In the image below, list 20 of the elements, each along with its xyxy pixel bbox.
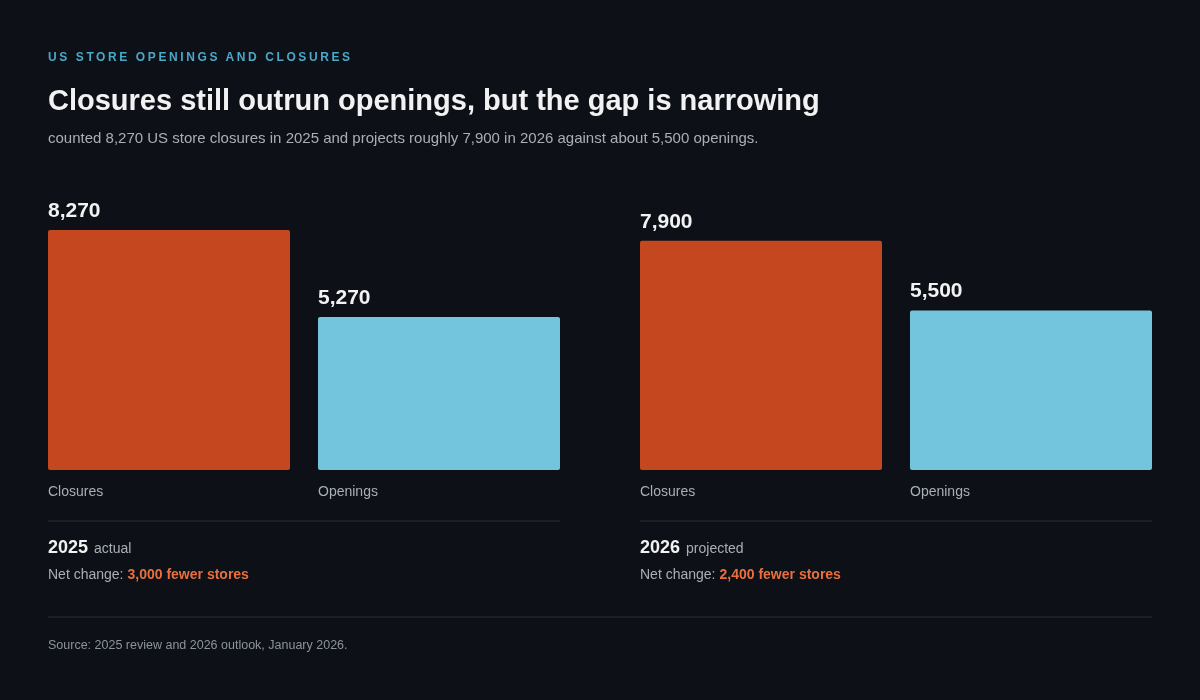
x-tick-label: Openings [910,483,970,499]
x-tick-label: Closures [48,483,104,499]
text: Net change: [640,566,716,582]
data-label: 5,270 [318,285,371,309]
source-note: Source: 2025 review and 2026 outlook, January 2026. [48,638,348,652]
data-label: 5,500 [910,278,963,302]
text: counted 8,270 US store closures in 2025 and projects roughly 7,900 in 2026 against about 5,500 openings. [48,129,759,146]
text: Net change: [48,566,124,582]
text: US STORE OPENINGS AND CLOSURES [48,50,353,64]
x-axis-title: 2025 [48,537,89,557]
text: actual [94,540,132,556]
text: Closures still outrun openings, but the gap is narrowing [48,84,820,116]
x-axis-title: 2026 [640,537,681,557]
text: 3,000 fewer stores [127,566,250,582]
text: 2,400 fewer stores [719,566,842,582]
x-tick-label: Openings [318,483,378,499]
data-label: 7,900 [640,208,693,232]
x-tick-label: Closures [640,483,696,499]
data-label: 8,270 [48,198,101,221]
text: projected [686,540,744,556]
